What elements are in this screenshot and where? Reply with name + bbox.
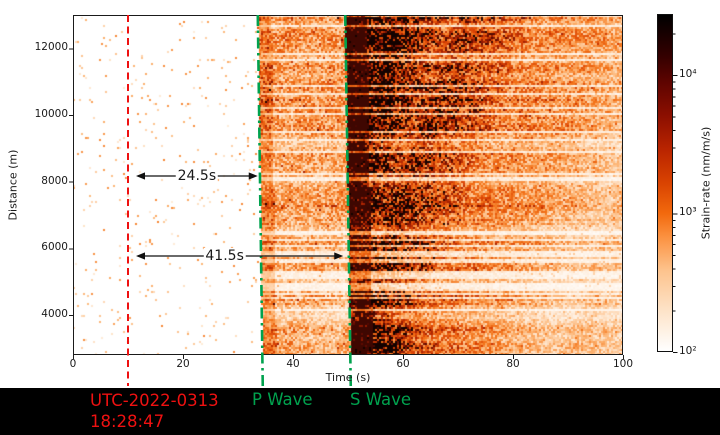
x-tick-label: 20 [176,358,190,370]
x-tick-label: 0 [69,358,77,370]
p-wave-label: P Wave [252,390,313,409]
y-tick-label: 8000 [41,174,68,187]
y-tick-label: 12000 [34,41,68,54]
colorbar-gradient [657,14,673,352]
x-tick-label: 100 [612,358,634,370]
s-wave-label: S Wave [350,390,412,409]
y-tick-label: 6000 [41,241,68,254]
y-tick-label: 4000 [41,308,68,320]
event-utc-timestamp: UTC-2022-0313 18:28:47 [90,390,219,432]
utc-date-label: UTC-2022-0313 [90,391,219,410]
x-axis-title: Time (s) [325,371,371,384]
x-tick-label: 60 [396,358,410,370]
event-banner: UTC-2022-0313 18:28:47 P Wave S Wave [0,388,720,435]
heatmap-image [73,15,623,355]
s-delay-annotation: 41.5s [203,248,246,264]
colorbar-tick-label: 10² [679,344,697,357]
colorbar-tick-label: 10⁴ [679,67,697,80]
y-tick-label: 10000 [34,108,68,120]
colorbar-tick-label: 10³ [679,206,697,218]
utc-time-label: 18:28:47 [90,412,165,431]
x-tick-label: 80 [506,358,520,370]
y-axis-title: Distance (m) [6,149,20,221]
p-delay-annotation: 24.5s [175,168,219,184]
x-tick-label: 40 [286,358,300,370]
colorbar-title: Strain-rate (nm/m/s) [699,126,713,240]
